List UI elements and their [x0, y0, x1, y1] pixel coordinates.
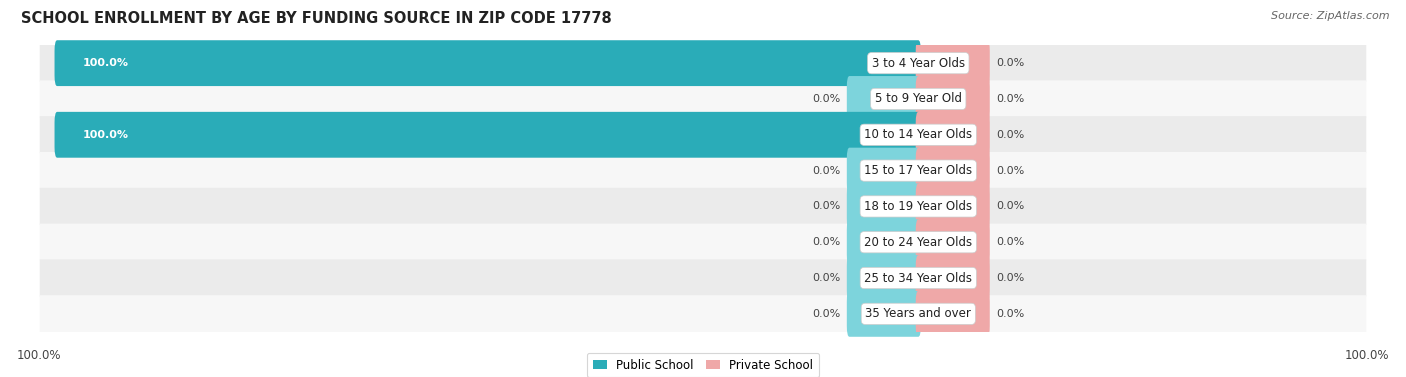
FancyBboxPatch shape: [39, 80, 1367, 118]
FancyBboxPatch shape: [55, 112, 921, 158]
Text: 0.0%: 0.0%: [995, 130, 1024, 140]
Text: 0.0%: 0.0%: [813, 94, 841, 104]
Text: Source: ZipAtlas.com: Source: ZipAtlas.com: [1271, 11, 1389, 21]
Text: 0.0%: 0.0%: [995, 237, 1024, 247]
Text: 0.0%: 0.0%: [995, 166, 1024, 176]
FancyBboxPatch shape: [846, 148, 921, 193]
Text: 0.0%: 0.0%: [995, 94, 1024, 104]
Text: 18 to 19 Year Olds: 18 to 19 Year Olds: [865, 200, 973, 213]
Text: 0.0%: 0.0%: [995, 309, 1024, 319]
Text: 100.0%: 100.0%: [83, 58, 129, 68]
FancyBboxPatch shape: [39, 152, 1367, 189]
FancyBboxPatch shape: [39, 188, 1367, 225]
FancyBboxPatch shape: [915, 255, 990, 301]
Text: 5 to 9 Year Old: 5 to 9 Year Old: [875, 92, 962, 106]
FancyBboxPatch shape: [846, 291, 921, 337]
Text: 0.0%: 0.0%: [995, 273, 1024, 283]
FancyBboxPatch shape: [915, 291, 990, 337]
Text: 15 to 17 Year Olds: 15 to 17 Year Olds: [865, 164, 973, 177]
FancyBboxPatch shape: [39, 259, 1367, 297]
Legend: Public School, Private School: Public School, Private School: [586, 352, 820, 377]
FancyBboxPatch shape: [915, 219, 990, 265]
Text: 100.0%: 100.0%: [83, 130, 129, 140]
Text: 100.0%: 100.0%: [1344, 349, 1389, 362]
Text: 100.0%: 100.0%: [17, 349, 62, 362]
Text: SCHOOL ENROLLMENT BY AGE BY FUNDING SOURCE IN ZIP CODE 17778: SCHOOL ENROLLMENT BY AGE BY FUNDING SOUR…: [21, 11, 612, 26]
FancyBboxPatch shape: [915, 148, 990, 193]
Text: 20 to 24 Year Olds: 20 to 24 Year Olds: [865, 236, 973, 249]
FancyBboxPatch shape: [915, 40, 990, 86]
Text: 0.0%: 0.0%: [813, 166, 841, 176]
Text: 25 to 34 Year Olds: 25 to 34 Year Olds: [865, 271, 973, 285]
Text: 0.0%: 0.0%: [813, 273, 841, 283]
FancyBboxPatch shape: [846, 76, 921, 122]
FancyBboxPatch shape: [846, 219, 921, 265]
FancyBboxPatch shape: [915, 76, 990, 122]
Text: 0.0%: 0.0%: [995, 58, 1024, 68]
Text: 35 Years and over: 35 Years and over: [865, 307, 972, 320]
FancyBboxPatch shape: [846, 184, 921, 229]
FancyBboxPatch shape: [39, 224, 1367, 261]
FancyBboxPatch shape: [39, 44, 1367, 82]
Text: 0.0%: 0.0%: [813, 201, 841, 211]
Text: 0.0%: 0.0%: [813, 309, 841, 319]
FancyBboxPatch shape: [915, 184, 990, 229]
Text: 0.0%: 0.0%: [995, 201, 1024, 211]
Text: 10 to 14 Year Olds: 10 to 14 Year Olds: [865, 128, 973, 141]
Text: 3 to 4 Year Olds: 3 to 4 Year Olds: [872, 57, 965, 70]
FancyBboxPatch shape: [39, 116, 1367, 153]
FancyBboxPatch shape: [55, 40, 921, 86]
Text: 0.0%: 0.0%: [813, 237, 841, 247]
FancyBboxPatch shape: [915, 112, 990, 158]
FancyBboxPatch shape: [39, 295, 1367, 333]
FancyBboxPatch shape: [846, 255, 921, 301]
